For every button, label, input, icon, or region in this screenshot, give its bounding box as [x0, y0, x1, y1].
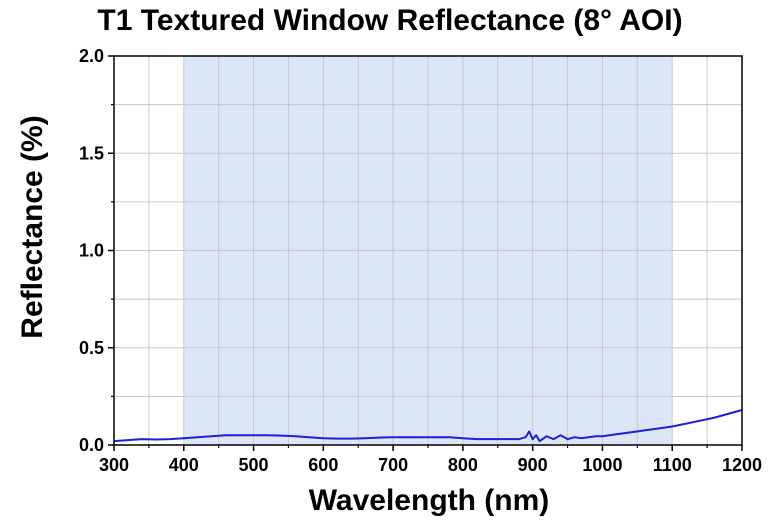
- y-tick-label: 0.5: [79, 338, 104, 358]
- chart-title: T1 Textured Window Reflectance (8° AOI): [97, 4, 683, 37]
- x-tick-label: 400: [169, 455, 199, 475]
- x-tick-label: 1200: [722, 455, 762, 475]
- y-tick-label: 1.5: [79, 143, 104, 163]
- x-tick-label: 1100: [653, 455, 692, 475]
- x-tick-label: 1000: [582, 455, 622, 475]
- y-tick-label: 2.0: [79, 46, 104, 66]
- x-tick-label: 500: [239, 455, 269, 475]
- y-tick-label: 0.0: [79, 435, 104, 455]
- y-tick-label: 1.0: [79, 241, 104, 261]
- x-axis-label: Wavelength (nm): [308, 484, 550, 517]
- x-tick-label: 600: [308, 455, 338, 475]
- x-tick-label: 900: [518, 455, 548, 475]
- x-tick-label: 700: [378, 455, 408, 475]
- data-series-line: [113, 409, 743, 443]
- x-tick-label: 800: [448, 455, 478, 475]
- x-tick-label: 300: [99, 455, 129, 475]
